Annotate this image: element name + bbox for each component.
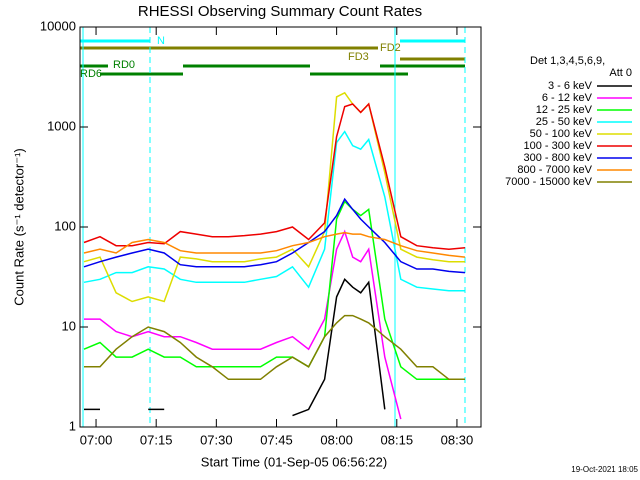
y-axis-label: Count Rate (s⁻¹ detector⁻¹) (11, 148, 26, 306)
footer-date: 19-Oct-2021 18:05 (571, 465, 638, 474)
x-tick-label: 07:00 (80, 432, 113, 447)
legend-label: 50 - 100 keV (530, 128, 593, 140)
y-tick-label: 10 (62, 318, 76, 333)
x-axis-label: Start Time (01-Sep-05 06:56:22) (201, 454, 387, 469)
y-tick-label: 1 (69, 418, 76, 433)
chart-title: RHESSI Observing Summary Count Rates (138, 3, 422, 20)
series-line (83, 102, 466, 250)
annotation: FD3 (348, 51, 369, 63)
y-tick-label: 100 (54, 218, 76, 233)
series-line (84, 278, 386, 417)
series-line (84, 229, 402, 420)
annotation: N (157, 35, 165, 47)
legend-label: 100 - 300 keV (524, 140, 593, 152)
annotation: RD6 (80, 68, 102, 80)
mode-bars (80, 39, 465, 76)
legend-label: 12 - 25 keV (536, 104, 593, 116)
x-tick-label: 08:30 (441, 432, 474, 447)
annotation: FD2 (380, 42, 401, 54)
legend-label: 6 - 12 keV (542, 92, 593, 104)
legend-label: 7000 - 15000 keV (505, 176, 593, 188)
x-tick-label: 07:30 (200, 432, 233, 447)
y-tick-label: 10000 (40, 18, 76, 33)
x-tick-label: 08:15 (381, 432, 414, 447)
series-line (83, 231, 466, 258)
x-tick-label: 07:15 (140, 432, 173, 447)
legend-label: 25 - 50 keV (536, 116, 593, 128)
legend-label: 800 - 7000 keV (517, 164, 592, 176)
legend-title: Det 1,3,4,5,6,9, (530, 55, 605, 67)
annotation: RD0 (113, 59, 135, 71)
series-line (84, 314, 465, 381)
legend-label: 3 - 6 keV (548, 80, 593, 92)
y-tick-label: 1000 (47, 118, 76, 133)
series-line (83, 130, 465, 292)
legend-title: Att 0 (609, 67, 632, 79)
series-line (83, 91, 465, 303)
x-tick-label: 08:00 (320, 432, 353, 447)
legend-label: 300 - 800 keV (524, 152, 593, 164)
series-line (83, 197, 466, 274)
x-tick-label: 07:45 (260, 432, 293, 447)
